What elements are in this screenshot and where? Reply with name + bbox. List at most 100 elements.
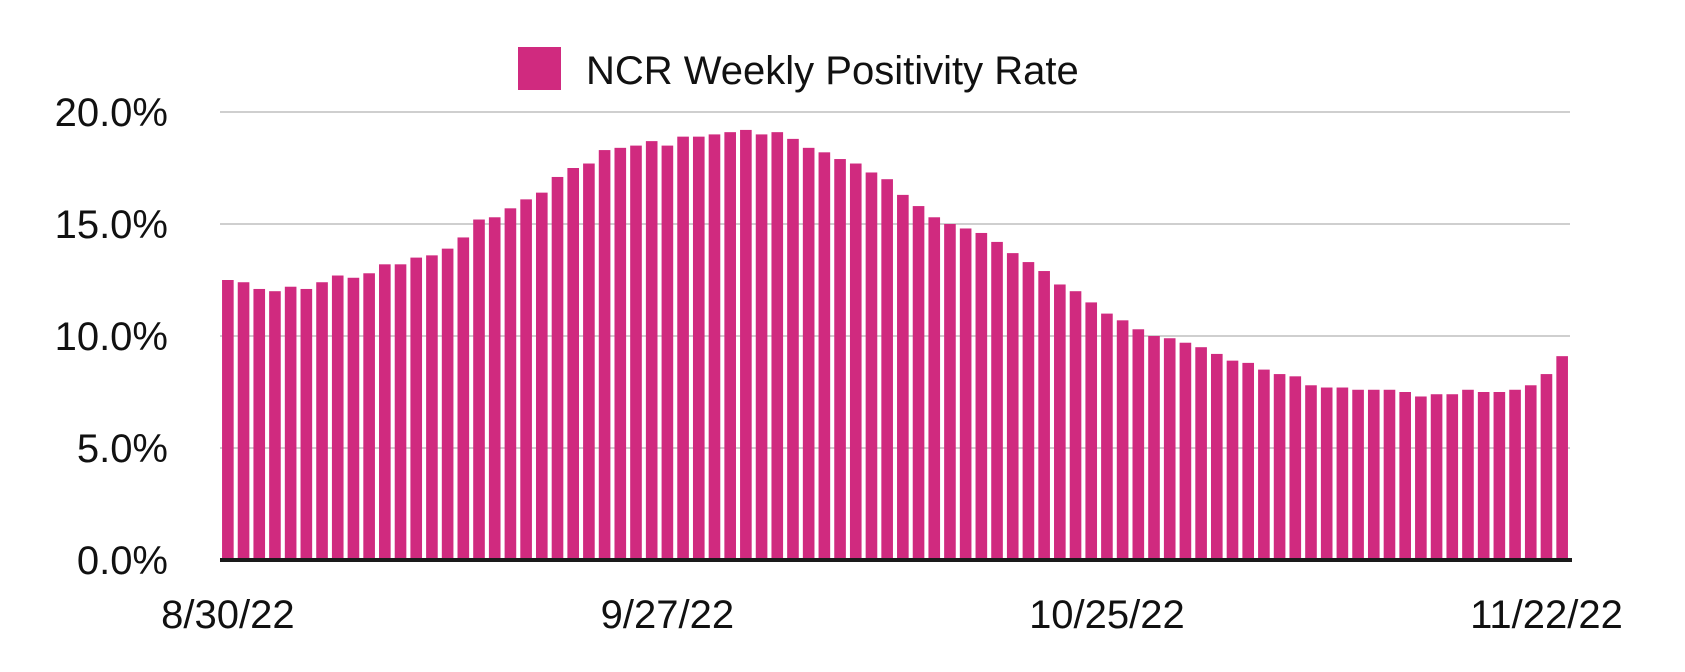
bar	[787, 138, 799, 560]
y-tick-label: 0.0%	[77, 539, 168, 583]
legend: NCR Weekly Positivity Rate	[518, 47, 1079, 93]
y-tick-label: 10.0%	[55, 315, 168, 359]
bar	[1038, 271, 1050, 560]
bar	[551, 176, 564, 560]
bar	[1258, 369, 1270, 560]
bar	[1305, 385, 1317, 560]
legend-swatch	[518, 47, 561, 90]
legend-label: NCR Weekly Positivity Rate	[586, 49, 1079, 93]
bar	[488, 217, 501, 560]
bar	[394, 264, 407, 560]
x-tick-label: 8/30/22	[161, 593, 294, 637]
bar	[284, 286, 297, 560]
x-tick-label: 10/25/22	[1029, 593, 1185, 637]
bar	[1069, 291, 1082, 560]
bar	[881, 179, 893, 560]
bar	[222, 280, 234, 560]
bar	[944, 224, 956, 560]
bar	[535, 192, 548, 560]
bars	[222, 129, 1568, 561]
bar	[645, 141, 658, 560]
bar	[1367, 389, 1380, 560]
bar	[912, 206, 925, 560]
x-tick-label: 9/27/22	[601, 593, 734, 637]
bar	[1163, 338, 1176, 560]
bar	[692, 136, 705, 560]
bar	[1493, 392, 1506, 560]
bar	[1524, 385, 1537, 560]
bar	[1399, 392, 1411, 560]
bar	[1289, 376, 1302, 560]
bar	[1022, 262, 1035, 560]
bar	[379, 264, 391, 560]
bar	[1273, 374, 1286, 560]
bar	[1116, 320, 1129, 560]
bar	[426, 255, 438, 561]
bar	[1148, 336, 1160, 560]
bar	[1054, 284, 1066, 560]
x-tick-label: 11/22/22	[1470, 593, 1623, 637]
bar	[1509, 389, 1521, 560]
bar	[1242, 362, 1255, 560]
bar	[834, 159, 846, 561]
bar	[1383, 389, 1396, 560]
bar	[630, 145, 642, 560]
bar	[1462, 389, 1474, 560]
bar	[1336, 387, 1349, 560]
bar	[897, 194, 909, 560]
bar	[1210, 353, 1223, 560]
bar	[347, 277, 360, 560]
bar	[1179, 342, 1192, 560]
bar	[1006, 253, 1019, 560]
bar	[614, 147, 627, 560]
bar	[708, 134, 721, 560]
bar	[740, 129, 752, 561]
bar	[959, 228, 972, 561]
bar	[1132, 329, 1145, 560]
bar	[269, 291, 281, 560]
bar	[1540, 374, 1553, 560]
bar	[1430, 394, 1443, 560]
bar	[677, 136, 689, 560]
bar	[818, 152, 831, 560]
bar	[1320, 387, 1333, 560]
bar	[865, 172, 878, 561]
bar	[1085, 302, 1098, 560]
bar	[975, 232, 988, 560]
bar	[1195, 347, 1207, 560]
y-tick-label: 15.0%	[55, 203, 168, 247]
bar	[1352, 389, 1364, 560]
bar	[771, 132, 784, 560]
bar	[598, 150, 611, 560]
bar	[300, 288, 313, 560]
bar	[724, 132, 736, 560]
gridlines	[220, 111, 1570, 449]
bar	[520, 199, 532, 561]
bar	[802, 147, 815, 560]
bar	[928, 217, 941, 560]
bar	[1226, 360, 1239, 560]
bar	[755, 134, 768, 560]
bar	[441, 248, 454, 560]
bar	[457, 237, 470, 560]
bar	[567, 168, 580, 560]
x-tick-labels: 8/30/22 9/27/22 10/25/22 11/22/22	[161, 593, 1623, 637]
bar	[316, 282, 328, 560]
bar	[473, 219, 485, 560]
bar	[237, 282, 250, 560]
bar	[583, 163, 595, 560]
y-tick-label: 20.0%	[55, 91, 168, 135]
bar	[253, 288, 266, 560]
bar	[849, 163, 862, 560]
bar	[661, 145, 674, 560]
bar	[991, 241, 1003, 561]
bar	[1446, 394, 1459, 560]
bar	[363, 273, 375, 560]
bar	[331, 275, 344, 560]
bar	[1415, 396, 1427, 560]
y-tick-label: 5.0%	[77, 427, 168, 471]
bar	[1556, 356, 1568, 560]
bar	[1101, 313, 1113, 560]
